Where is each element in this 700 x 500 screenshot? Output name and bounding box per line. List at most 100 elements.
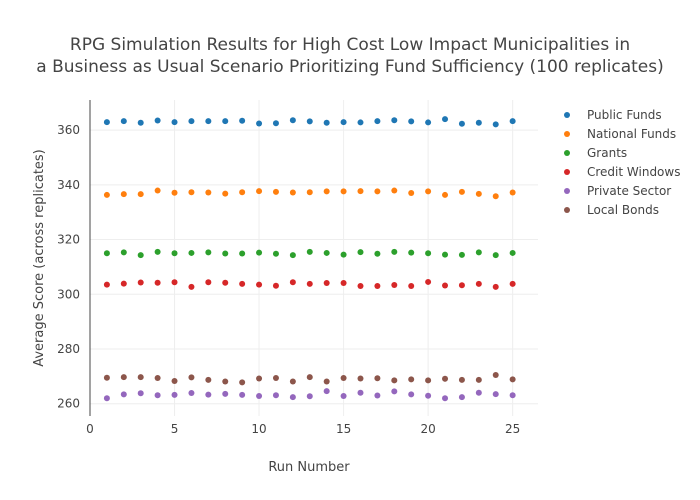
data-point xyxy=(425,377,432,384)
data-point xyxy=(154,392,161,399)
y-tick-label: 300 xyxy=(57,287,80,301)
data-point xyxy=(272,188,279,195)
data-point xyxy=(492,252,499,259)
data-point xyxy=(154,248,161,255)
data-point xyxy=(391,187,398,194)
x-tick-label: 10 xyxy=(251,422,266,436)
data-point xyxy=(357,119,364,126)
data-point xyxy=(205,376,212,383)
data-point xyxy=(205,189,212,196)
data-point xyxy=(205,118,212,125)
data-point xyxy=(188,374,195,381)
data-point xyxy=(272,282,279,289)
data-point xyxy=(171,391,178,398)
data-point xyxy=(442,251,449,258)
data-point xyxy=(492,193,499,200)
data-point xyxy=(408,190,415,197)
data-point xyxy=(256,120,263,127)
data-point xyxy=(357,283,364,290)
points-layer xyxy=(103,116,516,402)
legend-label: Local Bonds xyxy=(587,203,659,217)
legend-marker xyxy=(564,207,570,213)
x-tick-label: 5 xyxy=(171,422,179,436)
data-point xyxy=(374,118,381,125)
data-point xyxy=(120,249,127,256)
data-point xyxy=(239,117,246,124)
data-point xyxy=(475,119,482,126)
legend-label: Public Funds xyxy=(587,108,662,122)
data-point xyxy=(509,280,516,287)
data-point xyxy=(357,375,364,382)
data-point xyxy=(289,252,296,259)
data-point xyxy=(425,250,432,257)
data-point xyxy=(103,191,110,198)
data-point xyxy=(458,120,465,127)
data-point xyxy=(239,379,246,386)
series-0 xyxy=(103,116,516,128)
data-point xyxy=(239,189,246,196)
grid-layer xyxy=(90,100,538,416)
data-point xyxy=(442,395,449,402)
data-point xyxy=(272,250,279,257)
data-point xyxy=(272,392,279,399)
data-point xyxy=(154,187,161,194)
data-point xyxy=(272,120,279,127)
data-point xyxy=(306,393,313,400)
data-point xyxy=(154,374,161,381)
x-tick-label: 20 xyxy=(420,422,435,436)
data-point xyxy=(374,283,381,290)
data-point xyxy=(323,249,330,256)
data-point xyxy=(137,119,144,126)
data-point xyxy=(289,279,296,286)
data-point xyxy=(289,394,296,401)
data-point xyxy=(222,378,229,385)
y-axis-title: Average Score (across replicates) xyxy=(32,149,47,367)
data-point xyxy=(391,248,398,255)
data-point xyxy=(509,118,516,125)
data-point xyxy=(458,394,465,401)
y-tick-label: 320 xyxy=(57,233,80,247)
data-point xyxy=(408,249,415,256)
chart-title-line-2: a Business as Usual Scenario Prioritizin… xyxy=(36,57,663,77)
data-point xyxy=(509,392,516,399)
data-point xyxy=(458,251,465,258)
legend-marker xyxy=(564,188,570,194)
data-point xyxy=(188,189,195,196)
data-point xyxy=(171,250,178,257)
data-point xyxy=(475,190,482,197)
data-point xyxy=(458,376,465,383)
data-point xyxy=(154,279,161,286)
legend: Public Funds National Funds Grants Credit W… xyxy=(564,108,680,217)
legend-label: Private Sector xyxy=(587,184,671,198)
data-point xyxy=(188,118,195,125)
axis-layer: 260 280 300 320 340 360 0 5 10 15 20 25 xyxy=(57,100,520,436)
data-point xyxy=(171,189,178,196)
data-point xyxy=(222,190,229,197)
data-point xyxy=(391,117,398,124)
data-point xyxy=(188,390,195,397)
data-point xyxy=(222,279,229,286)
data-point xyxy=(205,249,212,256)
data-point xyxy=(391,388,398,395)
data-point xyxy=(509,189,516,196)
data-point xyxy=(357,188,364,195)
data-point xyxy=(103,119,110,126)
data-point xyxy=(171,279,178,286)
data-point xyxy=(103,281,110,288)
data-point xyxy=(357,389,364,396)
series-3 xyxy=(103,278,516,290)
legend-label: National Funds xyxy=(587,127,676,141)
data-point xyxy=(137,191,144,198)
data-point xyxy=(357,249,364,256)
legend-label: Grants xyxy=(587,146,627,160)
data-point xyxy=(425,278,432,285)
data-point xyxy=(475,280,482,287)
series-2 xyxy=(103,248,516,259)
data-point xyxy=(340,374,347,381)
data-point xyxy=(137,279,144,286)
data-point xyxy=(374,375,381,382)
chart-title-line-1: RPG Simulation Results for High Cost Low… xyxy=(70,35,630,55)
legend-label: Credit Windows xyxy=(587,165,680,179)
x-tick-label: 25 xyxy=(505,422,520,436)
